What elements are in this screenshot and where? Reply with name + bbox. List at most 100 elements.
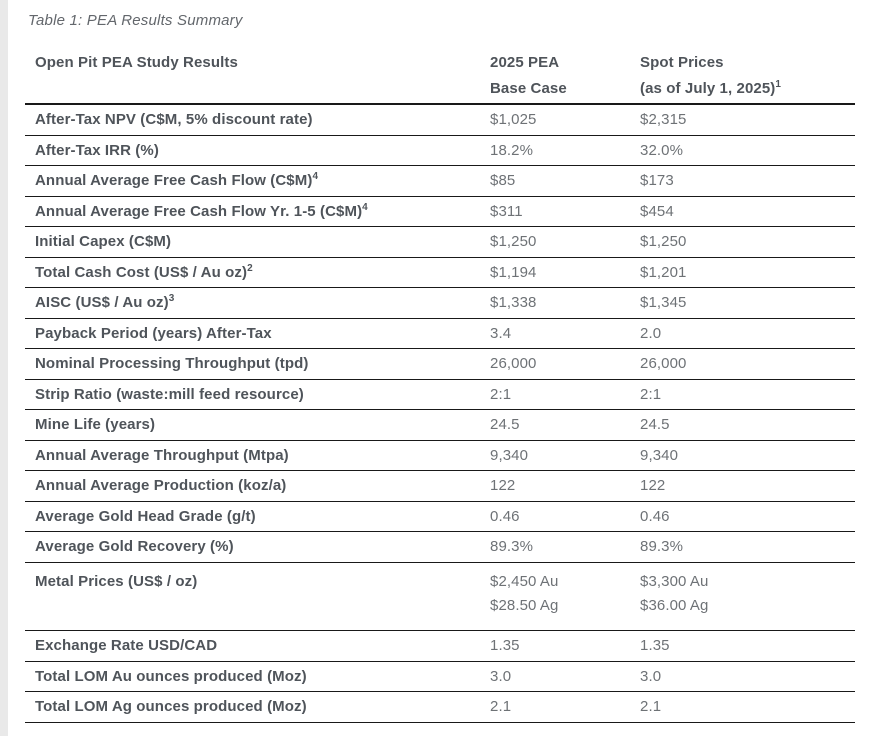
footnote-marker: 4	[312, 171, 319, 183]
table-row: Total LOM Au ounces produced (Moz) 3.0 3.0	[25, 661, 855, 692]
row-value-base-case: 2.1	[490, 691, 640, 723]
row-value-base-case-line: 26,000	[490, 355, 537, 373]
row-value-spot-prices-line: 2.0	[640, 324, 662, 342]
row-value-spot-prices-line: $36.00 Ag	[640, 596, 709, 614]
table-row: Total LOM Ag ounces produced (Moz) 2.1 2.1	[25, 691, 855, 723]
table-header-row: Open Pit PEA Study Results 2025 PEA Base…	[25, 44, 855, 105]
header-spot-prices-line2: (as of July 1, 2025)1	[640, 76, 855, 102]
row-label: Annual Average Throughput (Mtpa)	[25, 440, 490, 471]
header-base-case-line2: Base Case	[490, 80, 567, 97]
row-value-spot-prices-line: $1,250	[640, 233, 687, 251]
row-label: Payback Period (years) After-Tax	[25, 318, 490, 349]
row-value-spot-prices-line: 0.46	[640, 507, 670, 525]
row-value-base-case: $85	[490, 165, 640, 197]
row-value-spot-prices-line: 122	[640, 477, 666, 495]
row-value-base-case: $1,194	[490, 257, 640, 288]
footnote-marker: 1	[775, 79, 782, 90]
row-label: Total LOM Ag ounces produced (Moz)	[25, 691, 490, 723]
row-value-spot-prices-line: $454	[640, 202, 674, 220]
row-value-spot-prices-line: 24.5	[640, 416, 670, 434]
row-value-base-case-line: $28.50 Ag	[490, 596, 559, 614]
row-value-spot-prices: 89.3%	[640, 531, 855, 563]
row-label: Exchange Rate USD/CAD	[25, 630, 490, 662]
row-value-base-case: 0.46	[490, 501, 640, 532]
table-row: Average Gold Recovery (%) 89.3% 89.3%	[25, 531, 855, 563]
row-value-spot-prices: $173	[640, 165, 855, 197]
row-value-spot-prices-line: 2:1	[640, 385, 662, 403]
page-left-margin-strip	[0, 0, 8, 736]
table-caption: Table 1: PEA Results Summary	[28, 12, 243, 29]
header-col-base-case: 2025 PEA Base Case	[490, 44, 640, 105]
header-col-study-results: Open Pit PEA Study Results	[25, 44, 490, 105]
row-value-spot-prices-line: 3.0	[640, 667, 662, 685]
row-value-base-case-line: 9,340	[490, 446, 529, 464]
row-value-base-case-line: $2,450 Au	[490, 572, 559, 590]
row-value-base-case: 3.0	[490, 661, 640, 692]
row-value-base-case-line: 89.3%	[490, 538, 534, 556]
table-row: Metal Prices (US$ / oz) $2,450 Au $28.50 A…	[25, 562, 855, 631]
row-value-spot-prices: 2.1	[640, 691, 855, 723]
footnote-marker: 4	[362, 201, 368, 213]
row-value-base-case: $1,025	[490, 104, 640, 136]
row-label: Nominal Processing Throughput (tpd)	[25, 348, 490, 380]
row-value-spot-prices: $2,315	[640, 104, 855, 136]
table-row: Initial Capex (C$M) $1,250 $1,250	[25, 226, 855, 258]
row-value-spot-prices-line: 9,340	[640, 446, 679, 464]
row-label: Total LOM Au ounces produced (Moz)	[25, 661, 490, 692]
table-row: Total Cash Cost (US$ / Au oz)2 $1,194 $1,2…	[25, 257, 855, 288]
row-value-spot-prices: $454	[640, 196, 855, 227]
table-row: AISC (US$ / Au oz)3 $1,338 $1,345	[25, 287, 855, 319]
row-value-spot-prices: 32.0%	[640, 135, 855, 166]
table-row: After-Tax IRR (%) 18.2% 32.0%	[25, 135, 855, 166]
row-label: Average Gold Recovery (%)	[25, 531, 490, 563]
row-value-base-case-line: 1.35	[490, 637, 520, 655]
row-label: Average Gold Head Grade (g/t)	[25, 501, 490, 532]
table-row: After-Tax NPV (C$M, 5% discount rate) $1,…	[25, 104, 855, 136]
row-value-base-case-line: $85	[490, 172, 516, 190]
row-label: Initial Capex (C$M)	[25, 226, 490, 258]
row-value-base-case: $2,450 Au $28.50 Ag	[490, 562, 640, 631]
header-base-case-line1: 2025 PEA	[490, 54, 560, 71]
header-col-spot-prices: Spot Prices (as of July 1, 2025)1	[640, 44, 855, 105]
row-value-spot-prices-line: 89.3%	[640, 538, 684, 556]
table-row: Exchange Rate USD/CAD 1.35 1.35	[25, 630, 855, 662]
row-value-base-case-line: 2:1	[490, 385, 512, 403]
footnote-marker: 3	[168, 293, 175, 305]
row-label: Mine Life (years)	[25, 409, 490, 441]
row-value-base-case: 9,340	[490, 440, 640, 471]
row-value-base-case-line: 122	[490, 477, 516, 495]
row-value-spot-prices-line: 26,000	[640, 355, 687, 373]
row-value-spot-prices: 2.0	[640, 318, 855, 349]
header-spot-prices-line2-text: (as of July 1, 2025)	[640, 80, 776, 97]
row-value-spot-prices-line: 32.0%	[640, 141, 684, 159]
row-label: Annual Average Free Cash Flow (C$M)4	[25, 165, 490, 197]
row-value-base-case: 3.4	[490, 318, 640, 349]
row-value-base-case: 26,000	[490, 348, 640, 380]
row-label: Annual Average Production (koz/a)	[25, 470, 490, 502]
row-value-base-case: 2:1	[490, 379, 640, 410]
row-value-spot-prices: $1,250	[640, 226, 855, 258]
row-value-base-case: $1,250	[490, 226, 640, 258]
row-value-base-case-line: 0.46	[490, 507, 520, 525]
row-label: After-Tax IRR (%)	[25, 135, 490, 166]
row-value-spot-prices: 2:1	[640, 379, 855, 410]
table-row: Strip Ratio (waste:mill feed resource) 2:…	[25, 379, 855, 410]
row-value-spot-prices-line: 1.35	[640, 637, 670, 655]
row-value-spot-prices: 0.46	[640, 501, 855, 532]
table-row: Annual Average Throughput (Mtpa) 9,340 9,3…	[25, 440, 855, 471]
row-value-base-case-line: 3.4	[490, 324, 512, 342]
table-row: Annual Average Free Cash Flow (C$M)4 $85 $…	[25, 165, 855, 197]
row-label: Annual Average Free Cash Flow Yr. 1-5 (C…	[25, 196, 490, 227]
row-value-base-case-line: $311	[490, 202, 523, 220]
footnote-marker: 2	[247, 262, 253, 274]
row-value-base-case-line: 2.1	[490, 698, 512, 716]
row-value-base-case-line: 18.2%	[490, 141, 534, 159]
row-value-spot-prices-line: $2,315	[640, 111, 687, 129]
row-value-base-case-line: $1,250	[490, 233, 537, 251]
row-label: After-Tax NPV (C$M, 5% discount rate)	[25, 104, 490, 136]
row-value-spot-prices-line: $173	[640, 172, 674, 190]
pea-results-table: Open Pit PEA Study Results 2025 PEA Base…	[25, 44, 855, 723]
table-row: Annual Average Production (koz/a) 122 122	[25, 470, 855, 502]
table-row: Mine Life (years) 24.5 24.5	[25, 409, 855, 441]
row-value-spot-prices: $3,300 Au $36.00 Ag	[640, 562, 855, 631]
